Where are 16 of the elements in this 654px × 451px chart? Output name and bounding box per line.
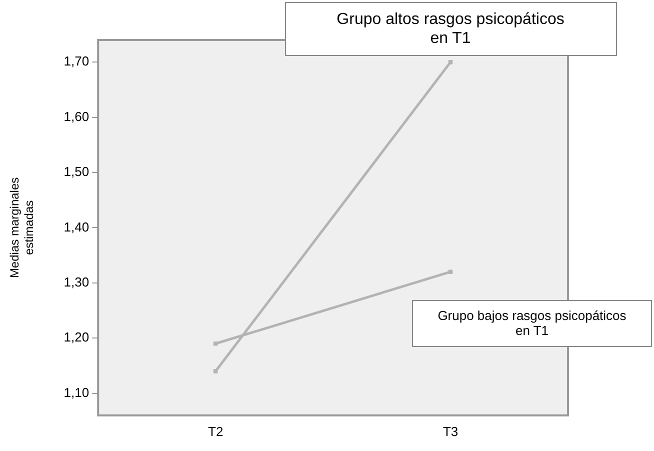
y-tick-label: 1,40 bbox=[64, 219, 90, 234]
y-tick-label: 1,30 bbox=[64, 274, 90, 290]
label-box: Grupo altos rasgos psicopáticos en T1 bbox=[284, 2, 617, 56]
label-box: Grupo bajos rasgos psicopáticos en T1 bbox=[412, 300, 652, 348]
y-tick-label: 1,20 bbox=[64, 330, 90, 345]
x-tick-label: T3 bbox=[442, 424, 458, 439]
y-axis-title: Medias marginales estimadas bbox=[8, 177, 36, 278]
x-tick-label: T2 bbox=[208, 424, 224, 439]
point bbox=[213, 342, 218, 346]
y-tick-label: 1,10 bbox=[64, 384, 90, 400]
y-tick-label: 1,70 bbox=[64, 54, 90, 69]
y-tick-label: 1,60 bbox=[64, 108, 90, 124]
y-tick-label: 1,50 bbox=[64, 164, 90, 180]
point bbox=[213, 369, 218, 374]
series-label: Grupo altos rasgos psicopáticos en T1 bbox=[336, 10, 566, 48]
point bbox=[448, 270, 453, 274]
